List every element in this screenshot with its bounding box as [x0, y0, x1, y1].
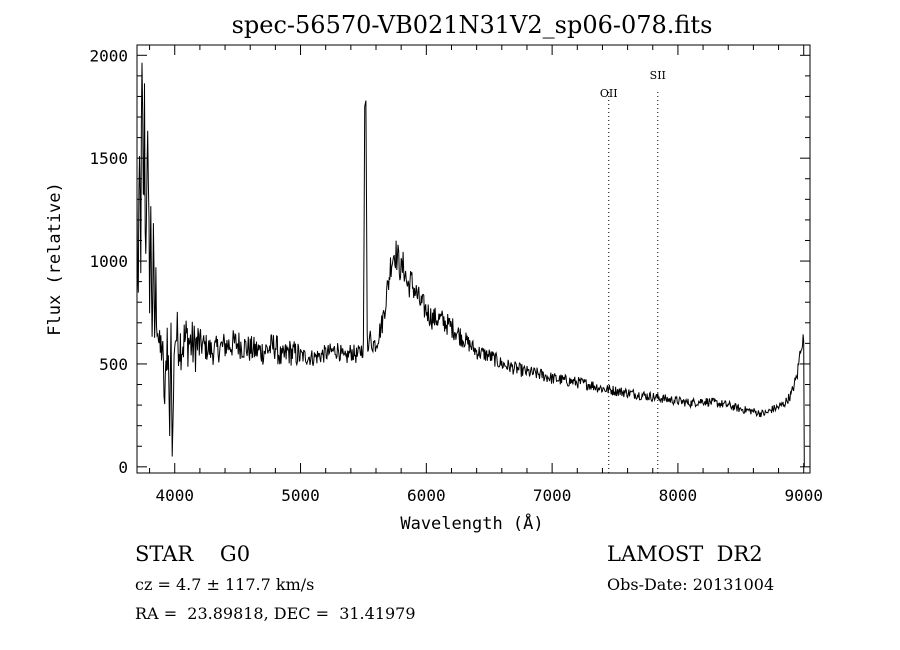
y-tick-label: 1500 — [89, 149, 128, 168]
axis-ticks: 4000 5000 6000 7000 8000 9000 0 500 1000 1500 2000 — [89, 45, 823, 505]
object-class-label: STAR G0 — [135, 542, 250, 566]
marker-label-sii: SII — [650, 69, 666, 82]
x-tick-label: 8000 — [659, 486, 698, 505]
x-tick-label: 9000 — [784, 486, 823, 505]
emission-line-markers: OII SII — [600, 69, 666, 473]
x-tick-label: 6000 — [407, 486, 446, 505]
spectrum-series-line — [136, 62, 805, 467]
y-tick-label: 2000 — [89, 46, 128, 65]
x-tick-label: 7000 — [533, 486, 572, 505]
survey-label: LAMOST DR2 — [607, 542, 763, 566]
y-tick-label: 0 — [118, 458, 128, 477]
x-tick-label: 5000 — [281, 486, 320, 505]
y-tick-label: 1000 — [89, 252, 128, 271]
coordinates-label: RA = 23.89818, DEC = 31.41979 — [135, 604, 416, 623]
y-axis-label: Flux (relative) — [45, 182, 65, 336]
obs-date-label: Obs-Date: 20131004 — [607, 575, 774, 594]
chart-title: spec-56570-VB021N31V2_sp06-078.fits — [232, 11, 713, 39]
plot-frame — [136, 44, 811, 474]
marker-label-oii: OII — [600, 87, 618, 100]
y-tick-label: 500 — [99, 355, 128, 374]
x-axis-label: Wavelength (Å) — [400, 512, 543, 534]
x-tick-label: 4000 — [155, 486, 194, 505]
redshift-label: cz = 4.7 ± 117.7 km/s — [135, 575, 314, 594]
